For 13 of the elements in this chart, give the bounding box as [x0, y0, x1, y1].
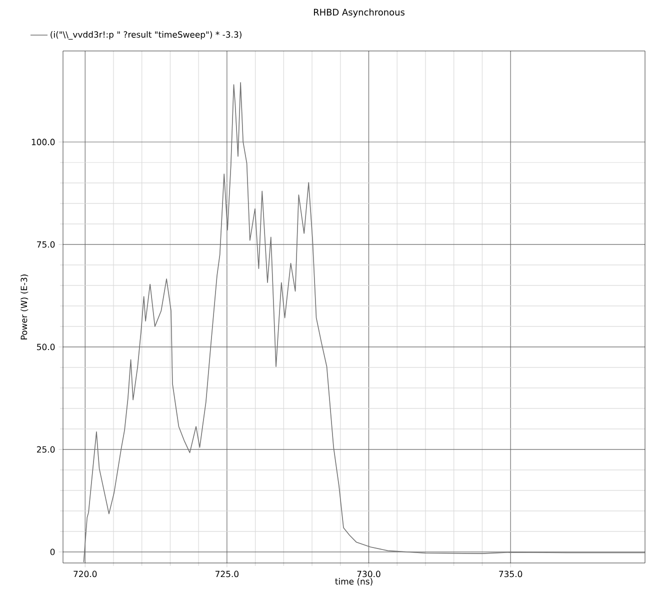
y-tick-label: 25.0	[37, 446, 55, 453]
x-tick-label: 735.0	[499, 570, 522, 578]
x-tick-label: 730.0	[357, 570, 380, 578]
x-axis-title: time (ns)	[335, 578, 372, 586]
y-tick-label: 100.0	[32, 138, 55, 146]
y-tick-label: 75.0	[37, 241, 55, 248]
y-tick-label: 50.0	[37, 344, 55, 350]
x-tick-label: 725.0	[216, 570, 238, 578]
x-tick-label: 720.0	[74, 570, 97, 578]
chart-title: RHBD Asynchronous	[314, 8, 404, 18]
y-axis-title: Power (W) (E-3)	[20, 274, 28, 340]
y-tick-label: 0	[50, 548, 55, 556]
legend-label: (i("\\_vvdd3r!:p " ?result "timeSweep") * -3.3)	[50, 31, 242, 40]
